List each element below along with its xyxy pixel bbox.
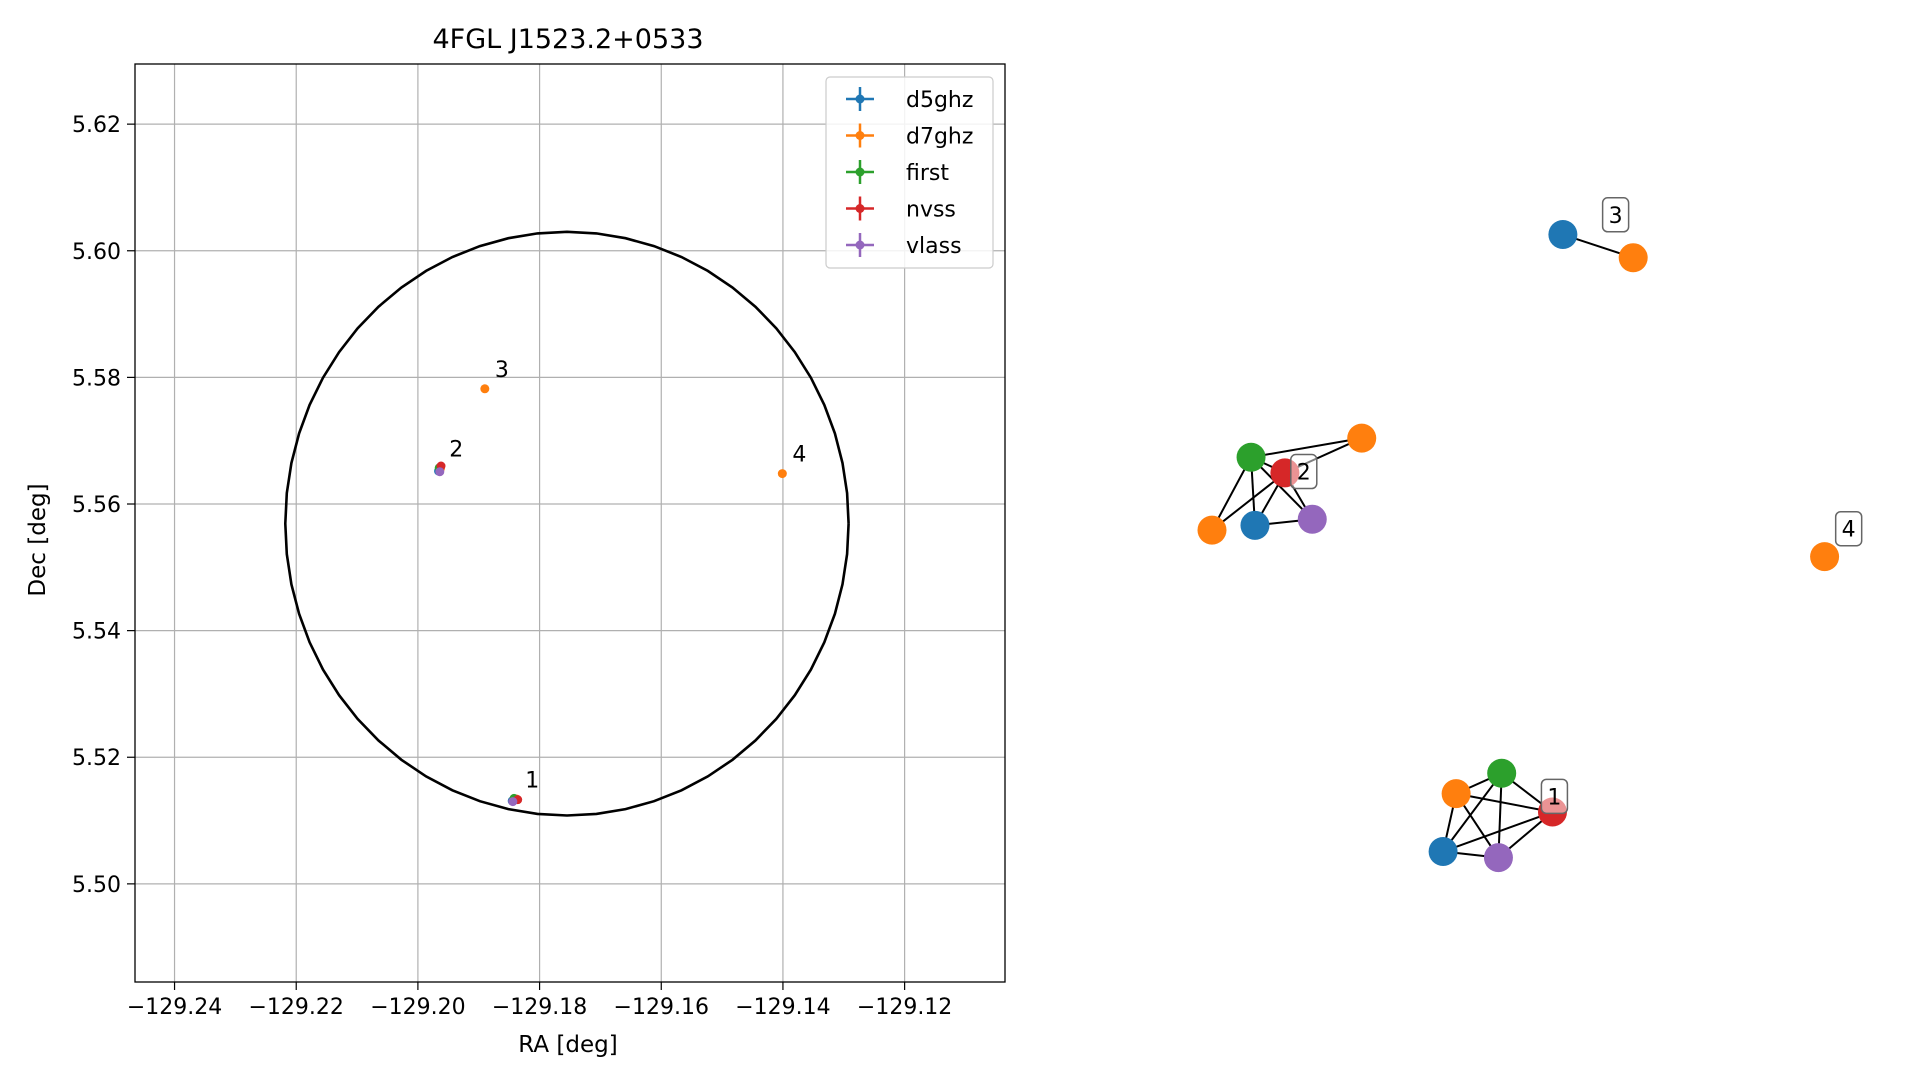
x-tick-label: −129.18 — [492, 995, 587, 1020]
point-annotation: 3 — [495, 358, 509, 383]
x-tick-label: −129.16 — [614, 995, 709, 1020]
graph-edge — [1250, 437, 1362, 459]
grid — [135, 64, 1005, 982]
y-tick-label: 5.54 — [72, 620, 121, 645]
point-vlass — [435, 467, 445, 477]
point-vlass — [508, 797, 518, 807]
graph-node-d7ghz — [1197, 515, 1227, 545]
legend-marker — [855, 167, 865, 177]
graph-label: 1 — [1540, 778, 1569, 815]
legend-marker — [855, 240, 865, 250]
graph-node-d7ghz — [1810, 542, 1840, 572]
graph-node-vlass — [1297, 504, 1327, 534]
graph-node-first — [1487, 758, 1517, 788]
graph-node-d5ghz — [1548, 220, 1578, 250]
legend: d5ghz d7ghz first nvss vlass — [825, 76, 994, 269]
graph-label-box — [1601, 197, 1630, 233]
graph-label: 3 — [1601, 197, 1630, 233]
graph-panel: 1 2 3 4 — [1197, 197, 1863, 873]
x-tick-label: −129.20 — [370, 995, 465, 1020]
legend-label: vlass — [906, 234, 962, 259]
legend-entry-nvss: nvss — [846, 196, 956, 223]
graph-edge — [1455, 792, 1553, 814]
x-tick-label: −129.14 — [735, 995, 830, 1020]
graph-node-d5ghz — [1240, 510, 1270, 540]
graph-label-box — [1540, 778, 1569, 815]
graph-edge — [1442, 811, 1553, 853]
x-tick-label: −129.12 — [857, 995, 952, 1020]
graph-label-text: 4 — [1842, 518, 1856, 543]
point-d7ghz — [480, 384, 490, 394]
y-ticks: 5.50 5.52 5.54 5.56 5.58 5.60 5.62 — [72, 113, 135, 898]
graph-nodes — [1197, 220, 1840, 873]
x-tick-label: −129.24 — [127, 995, 222, 1020]
legend-marker — [855, 131, 865, 140]
chart-title: 4FGL J1523.2+0533 — [432, 24, 703, 55]
ellipse-layer — [283, 230, 850, 817]
graph-node-d5ghz — [1428, 837, 1458, 867]
legend-entry-vlass: vlass — [846, 233, 962, 259]
point-annotation: 4 — [792, 443, 806, 468]
graph-label-box — [1834, 510, 1863, 547]
scatter-panel: 1 2 3 4 −129.24 −129.22 −129.20 −129.18 −129.16… — [25, 24, 1006, 1058]
y-tick-label: 5.60 — [72, 240, 121, 265]
graph-node-d7ghz — [1441, 779, 1471, 809]
graph-edge — [1250, 456, 1313, 520]
graph-labels: 1 2 3 4 — [1290, 197, 1863, 815]
point-annotation: 2 — [449, 438, 463, 463]
legend-box — [825, 76, 994, 269]
y-tick-label: 5.56 — [72, 493, 121, 518]
y-tick-label: 5.52 — [72, 746, 121, 771]
graph-node-d7ghz — [1618, 243, 1648, 273]
localization-ellipse — [283, 230, 850, 817]
graph-edge — [1211, 472, 1286, 531]
point-annotation: 1 — [525, 769, 539, 794]
graph-node-first — [1236, 442, 1266, 472]
x-ticks: −129.24 −129.22 −129.20 −129.18 −129.16 −129.… — [127, 982, 952, 1020]
axes-frame — [134, 63, 1006, 983]
y-tick-label: 5.58 — [72, 366, 121, 391]
y-tick-label: 5.50 — [72, 873, 121, 898]
graph-node-vlass — [1483, 843, 1513, 873]
points-layer — [434, 384, 787, 807]
legend-label: first — [906, 161, 949, 186]
graph-label-text: 3 — [1609, 204, 1623, 229]
graph-label-text: 2 — [1297, 461, 1311, 486]
graph-edge — [1442, 772, 1503, 853]
annotation-layer: 1 2 3 4 — [449, 358, 806, 794]
legend-label: nvss — [906, 198, 956, 223]
graph-label: 2 — [1290, 453, 1318, 490]
y-tick-label: 5.62 — [72, 113, 121, 138]
legend-entry-d5ghz: d5ghz — [846, 87, 973, 113]
legend-label: d5ghz — [906, 88, 973, 113]
graph-node-d7ghz — [1347, 423, 1377, 453]
y-axis-label: Dec [deg] — [25, 483, 51, 596]
graph-label-text: 1 — [1547, 785, 1561, 810]
point-d7ghz — [777, 469, 787, 479]
x-tick-label: −129.22 — [249, 995, 344, 1020]
x-axis-label: RA [deg] — [518, 1032, 617, 1058]
graph-label-box — [1290, 453, 1318, 490]
legend-label: d7ghz — [906, 125, 973, 150]
legend-entry-first: first — [846, 160, 949, 186]
legend-marker — [855, 94, 865, 104]
legend-marker — [855, 204, 865, 213]
legend-entry-d7ghz: d7ghz — [846, 123, 973, 150]
graph-label: 4 — [1834, 510, 1863, 547]
